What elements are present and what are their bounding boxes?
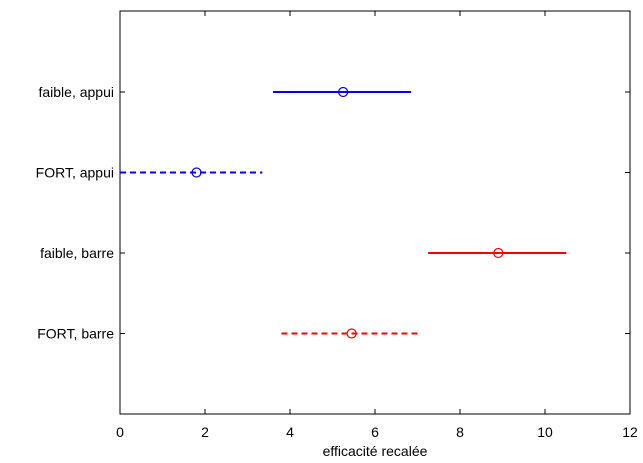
center-point: [493, 247, 504, 259]
x-tick-label: 0: [116, 424, 124, 440]
x-axis-title: efficacité recalée: [323, 443, 428, 459]
y-category-label: faible, barre: [40, 245, 114, 261]
center-point: [191, 167, 202, 178]
x-tick-label: 12: [622, 424, 638, 440]
x-tick-label: 10: [537, 424, 553, 440]
x-tick-label: 8: [456, 424, 464, 440]
center-point: [338, 86, 349, 98]
y-category-label: faible, appui: [38, 84, 114, 100]
plot-frame: [119, 10, 631, 415]
y-category-label: FORT, appui: [36, 165, 114, 181]
x-tick-label: 2: [201, 424, 209, 440]
y-category-label: FORT, barre: [37, 326, 114, 342]
center-point: [346, 328, 357, 339]
x-tick-label: 6: [371, 424, 379, 440]
interval-marks: [120, 86, 567, 339]
x-tick-label: 4: [286, 424, 294, 440]
x-ticks: 0 2 4 6 8 10 12: [116, 11, 638, 440]
